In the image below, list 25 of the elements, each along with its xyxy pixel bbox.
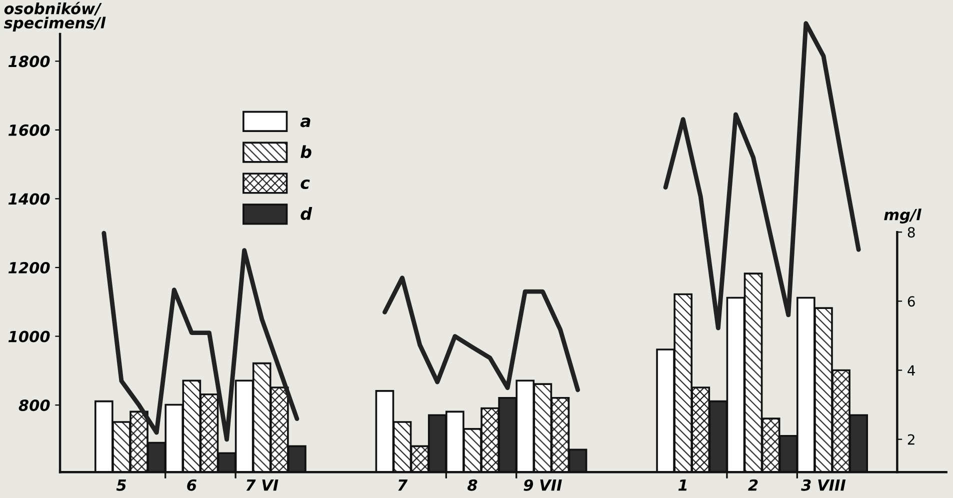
y-tick-label: 1800 xyxy=(8,56,50,68)
x-tick-label: 5 xyxy=(116,480,126,491)
x-tick-label: 7 xyxy=(398,480,408,491)
legend-label: a xyxy=(300,118,310,128)
x-tick-label: 9 VII xyxy=(524,479,562,491)
y2-tick-label: 2 xyxy=(908,434,914,445)
y-tick-label: 1400 xyxy=(8,193,50,205)
x-tick-label: 6 xyxy=(187,479,196,491)
y-tick-label: 1000 xyxy=(8,330,50,342)
x-tick-label: 1 xyxy=(678,480,687,491)
y2-axis-title: mg/l xyxy=(884,208,922,224)
y-axis-title: osobników/ specimens/l xyxy=(4,2,106,32)
y2-tick-label: 8 xyxy=(908,227,915,238)
x-tick-label: 3 VIII xyxy=(801,479,846,491)
x-tick-label: 8 xyxy=(467,479,478,491)
y2-tick-label: 6 xyxy=(908,296,915,307)
x-tick-label: 2 xyxy=(748,479,758,491)
y-tick-label: 1600 xyxy=(8,124,50,136)
y-tick-label: 800 xyxy=(18,400,50,412)
legend-label: d xyxy=(300,207,312,220)
x-tick-label: 7 VI xyxy=(246,480,278,491)
legend-label: b xyxy=(300,145,312,158)
legend-label: c xyxy=(300,179,310,190)
y-tick-label: 1200 xyxy=(8,262,50,274)
y2-tick-label: 4 xyxy=(908,365,915,376)
